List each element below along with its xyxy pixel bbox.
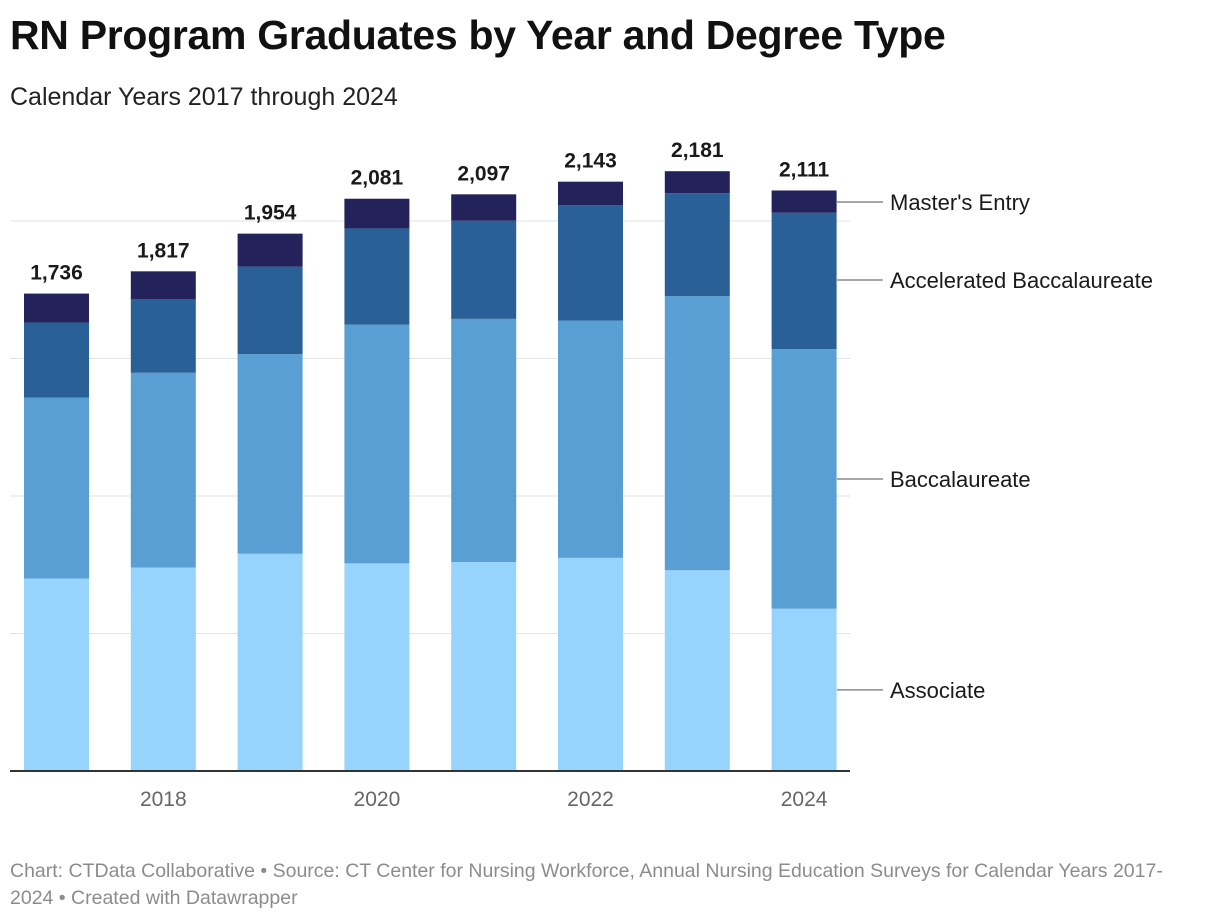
- bar-segment: [237, 354, 303, 554]
- bar-segment: [664, 296, 730, 571]
- bar-segment: [344, 324, 410, 564]
- bar-segment: [558, 181, 623, 206]
- bar-segment: [451, 194, 517, 221]
- bar-segment: [24, 578, 89, 771]
- series-labels: Associate Baccalaureate Accelerated Baccal…: [837, 190, 1153, 703]
- bar-segment: [344, 563, 410, 771]
- bar-total-label: 2,181: [671, 139, 724, 162]
- bar-total-label: 2,111: [779, 158, 830, 181]
- bar-segment: [451, 220, 517, 319]
- bar-segment: [130, 299, 196, 373]
- x-tick-label: 2024: [781, 788, 828, 811]
- bar-total-label: 1,817: [137, 239, 190, 262]
- chart-subtitle: Calendar Years 2017 through 2024: [10, 83, 398, 111]
- bar-total-label: 2,143: [564, 150, 617, 173]
- bar-segment: [771, 349, 837, 609]
- bar-segment: [451, 562, 517, 771]
- bar-segment: [664, 193, 730, 297]
- bar-segment: [24, 322, 89, 398]
- bar-segment: [558, 557, 623, 771]
- bar-total-label: 1,736: [30, 262, 83, 285]
- bar-segment: [24, 293, 89, 323]
- x-axis: 2018 2020 2022 2024: [10, 770, 850, 811]
- bar-segment: [664, 570, 730, 771]
- x-tick-label: 2020: [354, 788, 401, 811]
- bar-segment: [24, 397, 89, 579]
- bar-segment: [237, 233, 303, 267]
- series-label: Accelerated Baccalaureate: [890, 268, 1153, 293]
- bar-total-label: 1,954: [244, 202, 297, 225]
- x-tick-label: 2018: [140, 788, 187, 811]
- bar-segment: [771, 212, 837, 350]
- bar-segment: [771, 608, 837, 771]
- bar-segment: [130, 271, 196, 300]
- bar-total-label: 2,081: [351, 167, 404, 190]
- chart-title: RN Program Graduates by Year and Degree …: [10, 12, 946, 58]
- bar-segment: [237, 266, 303, 355]
- bar-segment: [558, 320, 623, 558]
- bar-segment: [344, 198, 410, 229]
- source-credit: Chart: CTData Collaborative • Source: CT…: [10, 860, 1163, 909]
- bar-segment: [130, 567, 196, 771]
- bar-segment: [130, 372, 196, 568]
- bar-total-label: 2,097: [457, 162, 510, 185]
- bar-segment: [664, 171, 730, 194]
- series-label: Associate: [890, 678, 985, 703]
- bar-segment: [558, 205, 623, 321]
- total-labels: 1,736 1,817 1,954 2,081 2,097 2,143 2,181 2,111: [30, 139, 829, 284]
- bar-segment: [237, 553, 303, 771]
- bar-segment: [344, 228, 410, 325]
- bar-segment: [451, 318, 517, 562]
- bar-series: [24, 171, 837, 771]
- series-label: Master's Entry: [890, 190, 1030, 215]
- series-label: Baccalaureate: [890, 467, 1031, 492]
- x-tick-label: 2022: [567, 788, 614, 811]
- stacked-bar-chart: 2018 2020 2022 2024 1,736 1,817 1,954 2,081 2,0…: [10, 139, 1153, 811]
- bar-segment: [771, 190, 837, 213]
